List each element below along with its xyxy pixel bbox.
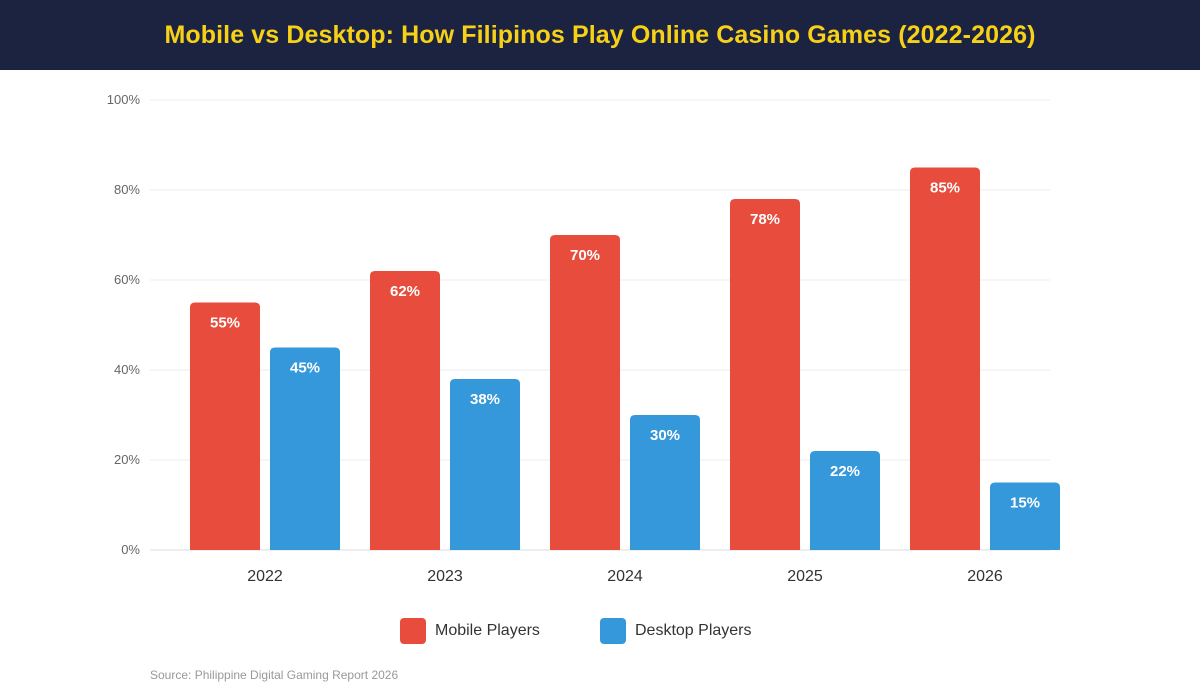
bar-mobile-2024[interactable] bbox=[550, 235, 620, 550]
bar-mobile-2026[interactable] bbox=[910, 167, 980, 551]
legend-label-desktop: Desktop Players bbox=[635, 622, 752, 639]
legend-item-mobile[interactable]: Mobile Players bbox=[400, 617, 540, 645]
bar-desktop-2025[interactable] bbox=[810, 451, 880, 550]
x-tick-label-2025: 2025 bbox=[787, 568, 823, 585]
legend-label-mobile: Mobile Players bbox=[435, 622, 540, 639]
legend-swatch-desktop bbox=[600, 618, 626, 644]
legend-item-desktop[interactable]: Desktop Players bbox=[600, 617, 752, 645]
data-label-mobile-2022: 55% bbox=[210, 315, 240, 332]
bar-mobile-2025[interactable] bbox=[730, 199, 800, 550]
x-axis-ticks: 2022 2023 2024 2025 2026 bbox=[247, 568, 1003, 585]
bar-desktop-2024[interactable] bbox=[630, 415, 700, 550]
data-label-mobile-2023: 62% bbox=[390, 283, 420, 300]
data-label-desktop-2026: 15% bbox=[1010, 495, 1040, 512]
y-axis-ticks: 0% 20% 40% 60% 80% 100% bbox=[107, 92, 141, 557]
bar-mobile-2023[interactable] bbox=[370, 271, 440, 550]
data-label-desktop-2023: 38% bbox=[470, 391, 500, 408]
chart-title: Mobile vs Desktop: How Filipinos Play On… bbox=[164, 20, 1036, 49]
legend: Mobile Players Desktop Players bbox=[0, 617, 1200, 647]
bar-desktop-2022[interactable] bbox=[270, 347, 340, 551]
x-tick-label-2026: 2026 bbox=[967, 568, 1003, 585]
x-tick-label-2024: 2024 bbox=[607, 568, 643, 585]
data-label-mobile-2025: 78% bbox=[750, 211, 780, 228]
bars bbox=[190, 167, 1060, 551]
y-tick-label: 0% bbox=[121, 542, 140, 557]
header-bar: Mobile vs Desktop: How Filipinos Play On… bbox=[0, 0, 1200, 70]
y-tick-label: 60% bbox=[114, 272, 140, 287]
y-tick-label: 80% bbox=[114, 182, 140, 197]
data-label-desktop-2022: 45% bbox=[290, 360, 320, 377]
data-labels: 55% 45% 62% 38% 70% 30% 78% 22% 85% 15% bbox=[210, 180, 1040, 512]
data-label-mobile-2026: 85% bbox=[930, 180, 960, 197]
y-tick-label: 100% bbox=[107, 92, 141, 107]
source-note: Source: Philippine Digital Gaming Report… bbox=[150, 668, 399, 682]
x-tick-label-2023: 2023 bbox=[427, 568, 463, 585]
x-tick-label-2022: 2022 bbox=[247, 568, 283, 585]
data-label-mobile-2024: 70% bbox=[570, 247, 600, 264]
bar-desktop-2023[interactable] bbox=[450, 379, 520, 550]
y-tick-label: 40% bbox=[114, 362, 140, 377]
data-label-desktop-2025: 22% bbox=[830, 463, 860, 480]
bar-desktop-2026[interactable] bbox=[990, 482, 1060, 551]
legend-swatch-mobile bbox=[400, 618, 426, 644]
bar-mobile-2022[interactable] bbox=[190, 302, 260, 551]
y-tick-label: 20% bbox=[114, 452, 140, 467]
data-label-desktop-2024: 30% bbox=[650, 427, 680, 444]
